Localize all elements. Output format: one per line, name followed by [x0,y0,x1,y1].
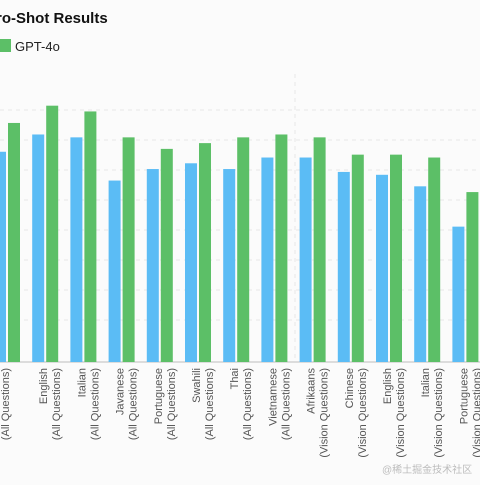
x-tick-label-line: English [382,368,394,404]
legend-swatch-gpt-4o [0,39,11,52]
bar-series-1 [376,174,388,362]
x-tick-label-line: (Vision Questions) [357,368,369,458]
bar-series-1 [261,157,274,362]
bar-gpt-4o [160,148,173,362]
x-tick-label: English(All Questions) [38,368,63,440]
bar-series-1 [0,151,6,362]
bar-gpt-4o [237,137,250,362]
x-tick-label: Swahili(All Questions) [191,368,216,440]
bar-gpt-4o [199,143,211,362]
bar-gpt-4o [8,122,20,363]
bar-gpt-4o [390,154,402,362]
x-tick-label-line: (Vision Questions) [471,368,480,458]
x-tick-label-line: (All Questions) [128,368,140,440]
bar-gpt-4o [122,137,135,362]
bar-gpt-4o [351,154,364,362]
x-tick-label-line: (Vision Questions) [395,368,407,458]
bar-gpt-4o [313,137,326,362]
x-tick-label: Vietnamese(All Questions) [267,368,292,440]
bar-series-1 [414,186,427,362]
x-tick-label-line: (All Questions) [166,368,178,440]
x-tick-label-line: Portuguese [458,368,470,424]
x-tick-label-line: Italian [76,368,88,397]
bar-series-1 [299,157,312,362]
x-tick-label: (All Questions) [0,368,12,440]
x-tick-label-line: (All Questions) [204,368,216,440]
bar-series-1 [146,169,159,362]
bar-series-1 [337,171,350,362]
bar-series-1 [70,137,83,362]
x-tick-label: Javanese(All Questions) [115,368,140,440]
x-tick-label: Chinese(Vision Questions) [344,368,369,458]
x-tick-label-line: (All Questions) [280,368,292,440]
x-tick-label-line: (All Questions) [89,368,101,440]
x-tick-label-line: Vietnamese [267,368,279,426]
x-tick-label: Afrikaans(Vision Questions) [306,368,331,458]
x-tick-label: Italian(Vision Questions) [420,368,445,458]
x-tick-label-line: Chinese [344,368,356,408]
bar-gpt-4o [84,111,97,362]
x-tick-label: English(Vision Questions) [382,368,407,458]
x-tick-label-line: Javanese [115,368,127,415]
x-tick-label-line: Swahili [191,368,203,403]
bar-gpt-4o [46,105,59,363]
x-tick-label-line: Portuguese [153,368,165,424]
bar-series-1 [185,163,197,362]
x-tick-label-line: Italian [420,368,432,397]
bar-gpt-4o [275,134,288,362]
legend-label-gpt-4o: GPT-4o [15,39,60,54]
bar-gpt-4o [428,157,441,362]
x-tick-label-line: Afrikaans [306,368,318,414]
bar-series-1 [32,134,45,362]
x-tick-label-line: English [38,368,50,404]
x-tick-label-line: (All Questions) [51,368,63,440]
x-tick-label-line: (Vision Questions) [319,368,331,458]
bar-series-1 [108,180,121,362]
watermark-text: @稀土掘金技术社区 [382,463,472,476]
x-tick-label: Italian(All Questions) [76,368,101,440]
bar-gpt-4o [466,192,479,362]
x-tick-label-line: (Vision Questions) [433,368,445,458]
x-tick-label-line: (All Questions) [242,368,254,440]
x-tick-label: Portuguese(Vision Questions) [458,368,480,458]
x-tick-label-line: Thai [229,368,241,389]
x-tick-label: Thai(All Questions) [229,368,254,440]
chart-title: ro-Shot Results [0,10,108,27]
bar-series-1 [452,226,465,362]
x-tick-label-line: (All Questions) [0,368,12,440]
bar-series-1 [223,169,236,362]
x-tick-label: Portuguese(All Questions) [153,368,178,440]
